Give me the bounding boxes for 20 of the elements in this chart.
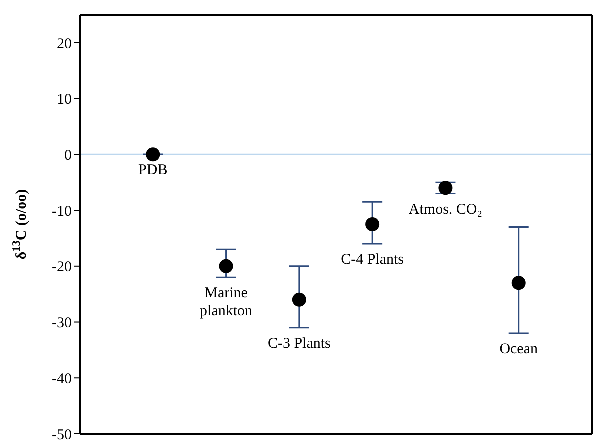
annotation: C-4 Plants	[341, 252, 404, 268]
annotation: Atmos. CO₂	[408, 202, 483, 218]
point	[366, 218, 380, 232]
y-tick-label: -30	[52, 316, 72, 332]
y-tick-label: -50	[52, 427, 72, 444]
y-tick-label: -40	[52, 371, 72, 388]
y-tick-label: 0	[64, 148, 72, 164]
point	[438, 181, 453, 196]
point	[512, 276, 526, 290]
point	[219, 259, 234, 274]
y-tick-label: -10	[52, 204, 72, 220]
y-tick-label: -20	[52, 260, 72, 276]
annotation: Ocean	[500, 341, 539, 358]
point	[292, 292, 306, 307]
y-tick-label: 20	[57, 36, 72, 52]
annotation: Marine plankton	[200, 286, 254, 320]
point	[146, 148, 160, 162]
annotation: PDB	[138, 162, 168, 179]
annotation: C-3 Plants	[268, 336, 332, 352]
y-tick-label: 10	[57, 92, 72, 108]
